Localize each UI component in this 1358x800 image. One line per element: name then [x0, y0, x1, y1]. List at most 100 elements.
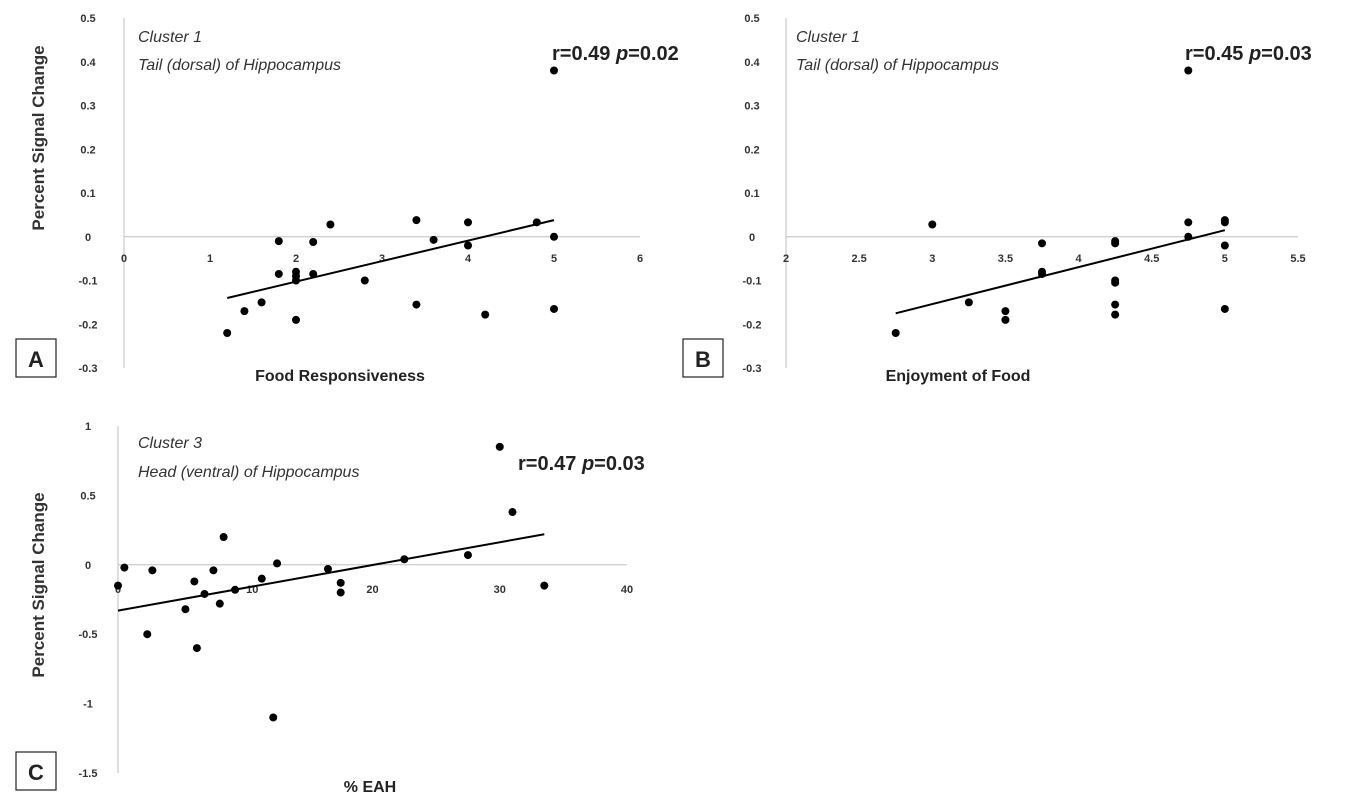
x-tick-label: 3: [929, 253, 935, 265]
y-tick-label: 0.5: [744, 13, 759, 25]
data-point: [1111, 310, 1120, 319]
panel-label: A: [28, 347, 44, 372]
data-point: [412, 216, 421, 225]
data-point: [257, 298, 266, 307]
data-point: [219, 533, 228, 542]
x-tick-label: 5: [551, 253, 557, 265]
y-tick-label: 0: [85, 560, 91, 572]
y-tick-label: -0.2: [743, 319, 762, 331]
x-tick-label: 2: [783, 253, 789, 265]
x-axis-label: Enjoyment of Food: [886, 368, 1031, 385]
trend-line: [117, 533, 545, 612]
y-tick-label: 0.5: [80, 490, 95, 502]
x-tick-label: 4: [465, 253, 472, 265]
cluster-annotation-line-2: Tail (dorsal) of Hippocampus: [138, 57, 341, 74]
panel-label-box: [682, 338, 724, 378]
data-point: [209, 566, 218, 575]
data-point: [1184, 232, 1193, 241]
x-tick-label: 4.5: [1144, 253, 1159, 265]
data-point: [223, 329, 232, 337]
x-tick-label: 5.5: [1290, 253, 1305, 265]
x-tick-label: 0: [115, 584, 121, 596]
data-point: [1220, 241, 1229, 250]
data-point: [463, 551, 472, 560]
y-tick-label: 1: [85, 421, 91, 433]
data-point: [1038, 239, 1046, 248]
x-tick-label: 3.5: [998, 253, 1013, 265]
cluster-annotation-line-1: Cluster 1: [138, 29, 202, 46]
x-tick-label: 6: [637, 253, 643, 265]
stat-p: p: [1248, 43, 1261, 65]
correlation-stat: r=0.47 p=0.03: [518, 453, 645, 475]
data-point: [1220, 304, 1229, 313]
data-point: [550, 66, 558, 75]
panel-c: 10.50-0.5-1-1.50 10 20 30 40 Percent Signal …: [15, 421, 645, 796]
data-point: [429, 235, 438, 244]
y-tick-label: 0.4: [744, 57, 760, 69]
stat-r: r=0.45: [1185, 43, 1249, 65]
data-point: [464, 218, 472, 227]
x-axis-label: % EAH: [344, 779, 396, 796]
stat-value: =0.03: [594, 453, 645, 475]
data-point: [148, 566, 157, 575]
y-tick-label: 0: [749, 232, 755, 244]
trend-line: [895, 229, 1226, 315]
y-tick-label: -0.5: [79, 629, 98, 641]
data-point: [891, 329, 900, 337]
data-point: [336, 588, 345, 597]
data-point: [292, 315, 300, 324]
x-tick-label: 1: [207, 253, 213, 265]
y-tick-label: -0.1: [743, 276, 762, 288]
x-tick-label: 40: [621, 584, 633, 596]
x-tick-label: 4: [1076, 253, 1083, 265]
stat-r: r=0.49: [552, 43, 616, 65]
data-point: [120, 563, 129, 572]
data-point: [292, 272, 300, 281]
x-axis-label: Food Responsiveness: [255, 368, 425, 385]
cluster-annotation-line-1: Cluster 3: [138, 435, 202, 452]
data-point: [274, 237, 283, 246]
data-point: [190, 577, 199, 586]
cluster-annotation-line-2: Head (ventral) of Hippocampus: [138, 464, 359, 481]
data-point: [336, 578, 345, 587]
panel-label-box: [15, 751, 57, 791]
y-tick-label: 0: [85, 232, 91, 244]
correlation-stat: r=0.49 p=0.02: [552, 43, 679, 65]
panel-label: C: [28, 760, 44, 785]
data-point: [274, 269, 283, 278]
x-tick-label: 2: [293, 253, 299, 265]
stat-p: p: [615, 43, 628, 65]
data-point: [231, 585, 240, 594]
data-point: [114, 581, 122, 590]
data-point: [192, 644, 201, 653]
data-point: [1001, 315, 1010, 324]
trend-line: [226, 219, 555, 299]
stat-value: =0.02: [628, 43, 679, 65]
data-point: [143, 630, 152, 639]
y-tick-label: 0.1: [744, 188, 759, 200]
data-point: [550, 304, 558, 313]
x-tick-label: 5: [1222, 253, 1228, 265]
x-tick-label: 3: [379, 253, 385, 265]
data-point: [323, 564, 332, 573]
y-tick-label: -0.1: [79, 276, 98, 288]
stat-r: r=0.47: [518, 453, 582, 475]
data-point: [257, 574, 266, 583]
y-tick-label: 0.2: [744, 144, 759, 156]
y-tick-label: 0.1: [80, 188, 95, 200]
y-tick-label: -0.3: [79, 363, 98, 375]
data-point: [495, 442, 504, 451]
data-point: [273, 559, 282, 568]
data-point: [215, 599, 224, 608]
x-tick-label: 20: [366, 584, 378, 596]
data-point: [464, 241, 472, 250]
data-point: [1220, 216, 1229, 225]
panel-a: 0.5 0.4 0.3 0.2 0.1 0 -0.1 -0.2 -0.3 0 1 2 3 4 5 6 Perc…: [15, 13, 679, 385]
data-point: [928, 220, 937, 229]
cluster-annotation-line-2: Tail (dorsal) of Hippocampus: [796, 57, 999, 74]
data-point: [200, 589, 209, 598]
data-point: [181, 605, 190, 614]
y-tick-label: 0.2: [80, 144, 95, 156]
y-tick-label: 0.3: [744, 101, 759, 113]
stat-p: p: [581, 453, 594, 475]
